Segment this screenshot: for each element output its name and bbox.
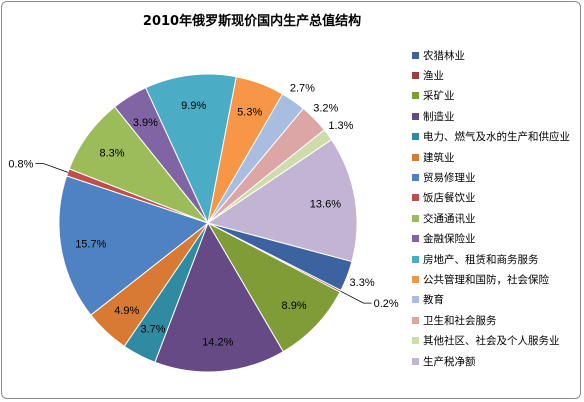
legend-item-15: 其他社区、社会及个人服务业: [412, 330, 582, 350]
legend-swatch: [412, 337, 419, 345]
legend-label: 贸易修理业: [423, 172, 476, 185]
chart-title: 2010年俄罗斯现价国内生产总值结构: [142, 14, 362, 29]
pie-slice-4: [154, 221, 284, 373]
data-label-3: 8.9%: [282, 300, 307, 312]
chart-legend: 农猎林业渔业采矿业制造业电力、燃气及水的生产和供应业 建筑业贸易修理业饭店餐饮业交…: [412, 45, 582, 371]
data-label-11: 9.9%: [181, 100, 206, 112]
legend-swatch: [412, 153, 419, 161]
data-label-10: 3.9%: [133, 117, 158, 129]
legend-swatch: [412, 72, 419, 80]
legend-swatch: [412, 194, 419, 202]
legend-label: 农猎林业: [423, 49, 465, 62]
legend-label: 公共管理和国防，社会保险: [423, 273, 549, 286]
legend-label: 电力、燃气及水的生产和供应业: [423, 131, 570, 144]
legend-label: 金融保险业: [423, 233, 476, 246]
legend-label: 卫生和社会服务: [423, 314, 497, 327]
leader-line-8: [35, 163, 69, 173]
legend-item-2: 渔业: [412, 65, 582, 85]
legend-swatch: [412, 255, 419, 263]
legend-item-11: 房地产、租赁和商务服务: [412, 249, 582, 269]
data-label-6: 4.9%: [114, 305, 139, 317]
pie-slice-3: [206, 221, 341, 353]
legend-item-9: 交通通讯业: [412, 208, 582, 228]
data-label-12: 5.3%: [237, 107, 262, 119]
pie-slice-11: [145, 73, 237, 225]
legend-item-1: 农猎林业: [412, 45, 582, 65]
legend-item-8: 饭店餐饮业: [412, 188, 582, 208]
legend-item-6: 建筑业: [412, 147, 582, 167]
leader-line-2: [340, 290, 372, 304]
legend-label: 渔业: [423, 70, 444, 83]
legend-swatch: [412, 214, 419, 222]
legend-swatch: [412, 174, 419, 182]
data-label-5: 3.7%: [140, 324, 165, 336]
legend-label: 采矿业: [423, 90, 455, 103]
legend-swatch: [412, 296, 419, 304]
legend-item-4: 制造业: [412, 106, 582, 126]
legend-item-3: 采矿业: [412, 86, 582, 106]
data-label-4: 14.2%: [202, 337, 233, 349]
legend-label: 制造业: [423, 110, 455, 123]
legend-swatch: [412, 357, 419, 365]
legend-item-10: 金融保险业: [412, 229, 582, 249]
legend-item-5: 电力、燃气及水的生产和供应业: [412, 127, 582, 147]
legend-item-14: 卫生和社会服务: [412, 310, 582, 330]
legend-label: 生产税净额: [423, 355, 476, 368]
legend-label: 饭店餐饮业: [423, 192, 476, 205]
legend-swatch: [412, 316, 419, 324]
legend-label: 房地产、租赁和商务服务: [423, 253, 539, 266]
pie-slice-16: [206, 138, 358, 263]
data-label-8: 0.8%: [8, 159, 33, 171]
data-label-2: 0.2%: [374, 298, 399, 310]
data-label-14: 3.2%: [313, 102, 338, 114]
legend-item-12: 公共管理和国防，社会保险: [412, 269, 582, 289]
data-label-1: 3.3%: [350, 277, 375, 289]
legend-swatch: [412, 112, 419, 120]
legend-swatch: [412, 235, 419, 243]
legend-swatch: [412, 92, 419, 100]
data-label-16: 13.6%: [310, 198, 341, 210]
data-label-15: 1.3%: [328, 120, 353, 132]
legend-swatch: [412, 275, 419, 283]
legend-item-16: 生产税净额: [412, 351, 582, 371]
legend-swatch: [412, 51, 419, 59]
legend-label: 交通通讯业: [423, 212, 476, 225]
data-label-7: 15.7%: [75, 238, 106, 250]
legend-label: 教育: [423, 294, 444, 307]
legend-item-7: 贸易修理业: [412, 167, 582, 187]
legend-item-13: 教育: [412, 290, 582, 310]
data-label-13: 2.7%: [290, 83, 315, 95]
legend-swatch: [412, 133, 419, 141]
legend-label: 其他社区、社会及个人服务业: [423, 335, 560, 348]
legend-label: 建筑业: [423, 151, 455, 164]
data-label-9: 8.3%: [99, 148, 124, 160]
